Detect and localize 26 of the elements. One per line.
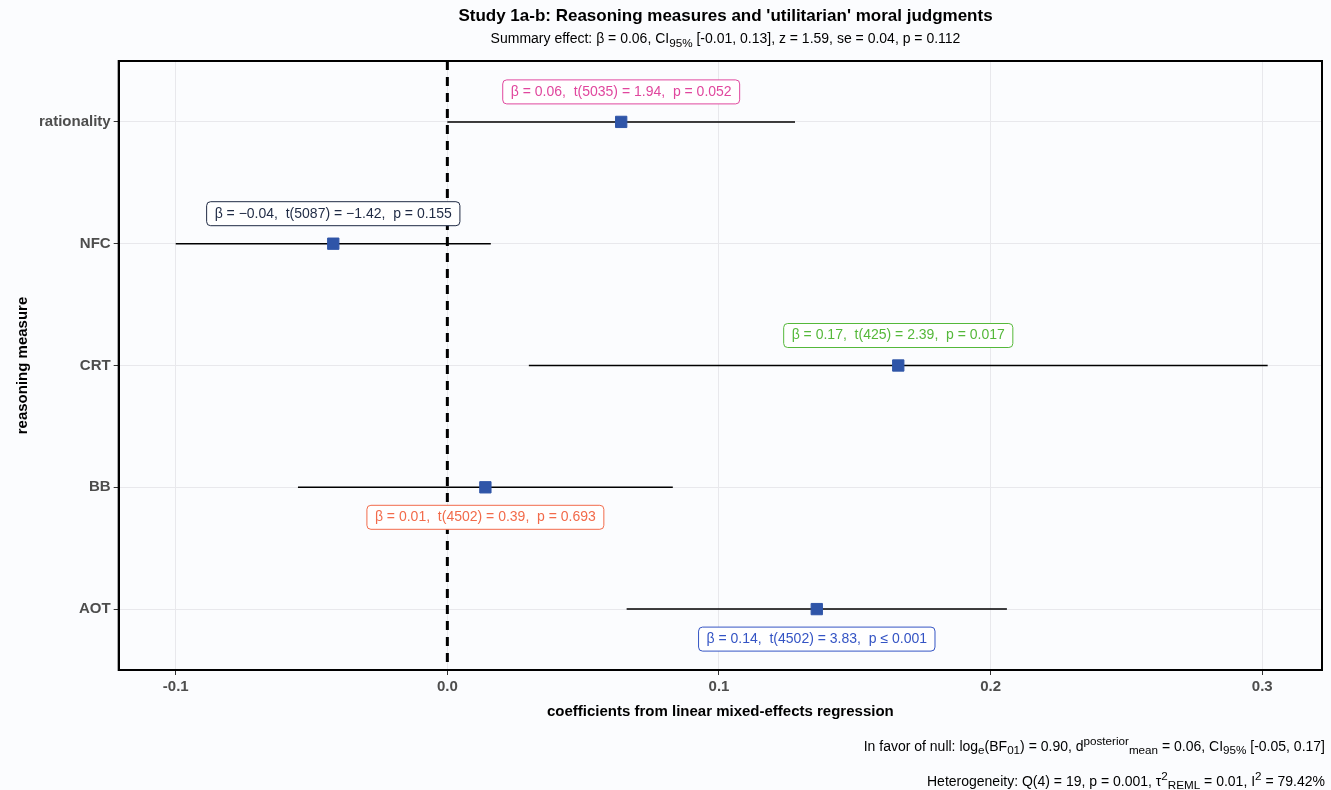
text: In favor of null: log$_{e}$(BF$_{01}$) = 0.90, d$^{posterior}$$_{mean}$ = 0.06, CI$_{95%}$ [-0.05, 0.17] xyxy=(863,734,1325,757)
point xyxy=(327,237,340,250)
data-label: β = 0.06, t(5035) = 1.94, p = 0.052 xyxy=(510,82,732,99)
point xyxy=(615,115,628,128)
y-tick-label: BB xyxy=(89,477,111,495)
y-tick-label: AOT xyxy=(79,599,111,617)
point xyxy=(810,602,823,616)
data-label: β = 0.17, t(425) = 2.39, p = 0.017 xyxy=(791,326,1006,343)
x-tick-label: 0.3 xyxy=(1251,676,1273,694)
data-label: β = −0.04, t(5087) = −1.42, p = 0.155 xyxy=(214,204,453,221)
x-axis-title: coefficients from linear mixed-effects regression xyxy=(546,701,894,719)
point xyxy=(892,359,905,372)
x-tick-label: -0.1 xyxy=(162,676,189,694)
x-tick-label: 0.0 xyxy=(436,676,458,694)
y-tick-label: NFC xyxy=(79,233,111,251)
y-tick-label: CRT xyxy=(79,355,111,373)
y-tick-label: rationality xyxy=(38,111,112,129)
data-label: β = 0.14, t(4502) = 3.83, p ≤ 0.001 xyxy=(706,629,928,646)
chart-subtitle: Summary effect: β = 0.06, CI$_{95%}$ [-0.01, 0.13], z = 1.59, se = 0.04, p = 0.112 xyxy=(489,30,962,49)
y-axis-title: reasoning measure xyxy=(13,296,31,435)
text: Heterogeneity: Q(4) = 19, p = 0.001, τ$^{2}$$_{REML}$ = 0.01, I$^{2}$ = 79.42% xyxy=(926,768,1325,790)
data-label: β = 0.01, t(4502) = 0.39, p = 0.693 xyxy=(374,507,597,524)
chart-title: Study 1a-b: Reasoning measures and 'utilitarian' moral judgments xyxy=(457,5,994,26)
x-tick-label: 0.2 xyxy=(980,676,1002,694)
x-tick-label: 0.1 xyxy=(708,676,730,694)
point xyxy=(479,480,492,494)
